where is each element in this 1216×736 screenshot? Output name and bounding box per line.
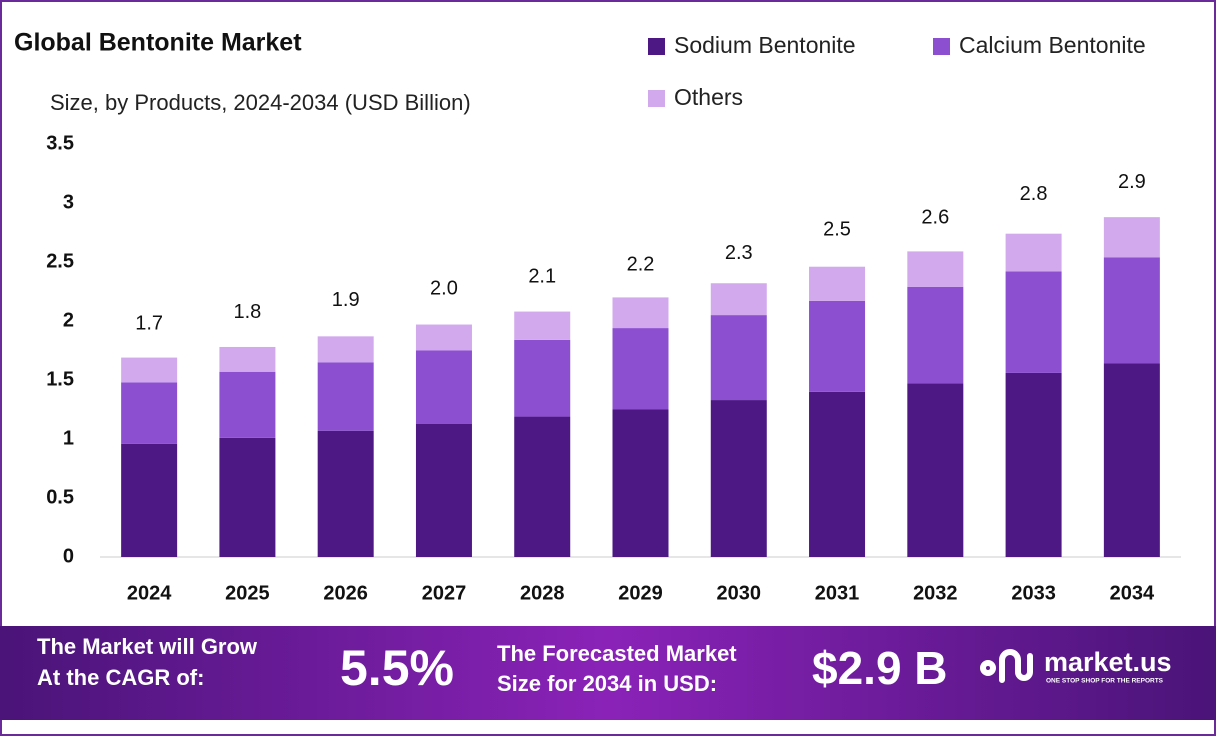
total-label: 1.8	[234, 301, 262, 323]
y-tick-label: 2.5	[46, 250, 74, 272]
bar-segment	[514, 416, 571, 557]
bar-segment	[1103, 257, 1160, 364]
bar-segment	[907, 251, 964, 287]
bar-segment	[612, 328, 669, 410]
footer-forecast: $2.9 B	[812, 642, 948, 694]
bar-segment	[809, 300, 866, 392]
footer-text: The Market will Grow	[37, 634, 258, 659]
bar-segment	[1005, 271, 1062, 373]
bar-segment	[219, 346, 276, 372]
legend-swatch	[648, 90, 665, 107]
footer-text: The Forecasted Market	[497, 641, 737, 666]
y-tick-label: 1	[63, 427, 74, 449]
bar-segment	[1103, 363, 1160, 557]
brand: market.us	[1044, 647, 1172, 677]
bar-segment	[219, 371, 276, 438]
bar-segment	[907, 286, 964, 384]
bar-segment	[121, 443, 178, 557]
brand-tagline: ONE STOP SHOP FOR THE REPORTS	[1046, 678, 1164, 685]
total-label: 2.8	[1020, 183, 1048, 205]
bar-segment	[710, 315, 767, 401]
bar-segment	[612, 297, 669, 329]
bar-segment	[317, 362, 374, 431]
legend-label: Others	[674, 84, 743, 110]
bar-segment	[1005, 233, 1062, 272]
x-tick-label: 2026	[323, 582, 368, 604]
total-label: 2.6	[921, 206, 949, 228]
x-tick-label: 2030	[717, 582, 762, 604]
y-tick-label: 0.5	[46, 486, 74, 508]
chart-title: Global Bentonite Market	[14, 29, 302, 57]
y-tick-label: 1.5	[46, 368, 74, 390]
bar-segment	[219, 437, 276, 557]
total-label: 2.2	[627, 254, 655, 276]
bar-segment	[415, 350, 472, 424]
bar-segment	[317, 336, 374, 363]
total-label: 1.7	[135, 313, 163, 335]
bar-segment	[809, 391, 866, 557]
bar-segment	[612, 409, 669, 557]
bar-segment	[121, 382, 178, 444]
legend-label: Calcium Bentonite	[959, 32, 1146, 58]
bar-segment	[907, 383, 964, 557]
y-tick-label: 2	[63, 309, 74, 331]
y-tick-label: 3	[63, 191, 74, 213]
bar-segment	[415, 423, 472, 557]
chart-subtitle: Size, by Products, 2024-2034 (USD Billio…	[50, 90, 471, 115]
legend-swatch	[933, 38, 950, 55]
x-tick-label: 2027	[422, 582, 467, 604]
total-label: 2.9	[1118, 171, 1146, 193]
x-tick-label: 2025	[225, 582, 270, 604]
x-tick-label: 2034	[1110, 582, 1155, 604]
total-label: 2.1	[528, 265, 556, 287]
y-tick-label: 3.5	[46, 132, 74, 154]
bar-segment	[710, 283, 767, 316]
total-label: 1.9	[332, 289, 360, 311]
x-tick-label: 2033	[1011, 582, 1056, 604]
bar-segment	[121, 357, 178, 383]
bar-segment	[415, 324, 472, 351]
footer-text: Size for 2034 in USD:	[497, 671, 717, 696]
bar-segment	[809, 266, 866, 301]
bar-segment	[1103, 217, 1160, 258]
total-label: 2.0	[430, 277, 458, 299]
footer-band	[0, 626, 1216, 720]
legend-swatch	[648, 38, 665, 55]
x-tick-label: 2032	[913, 582, 958, 604]
bar-segment	[1005, 372, 1062, 557]
x-tick-label: 2029	[618, 582, 663, 604]
bar-segment	[514, 339, 571, 417]
logo-icon	[980, 649, 1033, 683]
footer-cagr: 5.5%	[340, 640, 454, 696]
bar-segment	[514, 311, 571, 340]
plot: 0 0.5 1 1.5 2 2.5 3 3.5 Sodium Bentonite Calcium …	[46, 32, 1181, 604]
x-tick-label: 2024	[127, 582, 172, 604]
total-label: 2.5	[823, 218, 851, 240]
total-label: 2.3	[725, 242, 753, 264]
bar-segment	[710, 400, 767, 557]
bar-segment	[317, 430, 374, 557]
footer-text: At the CAGR of:	[37, 665, 204, 690]
legend-label: Sodium Bentonite	[674, 32, 856, 58]
x-tick-label: 2031	[815, 582, 860, 604]
x-tick-label: 2028	[520, 582, 565, 604]
y-tick-label: 0	[63, 545, 74, 567]
